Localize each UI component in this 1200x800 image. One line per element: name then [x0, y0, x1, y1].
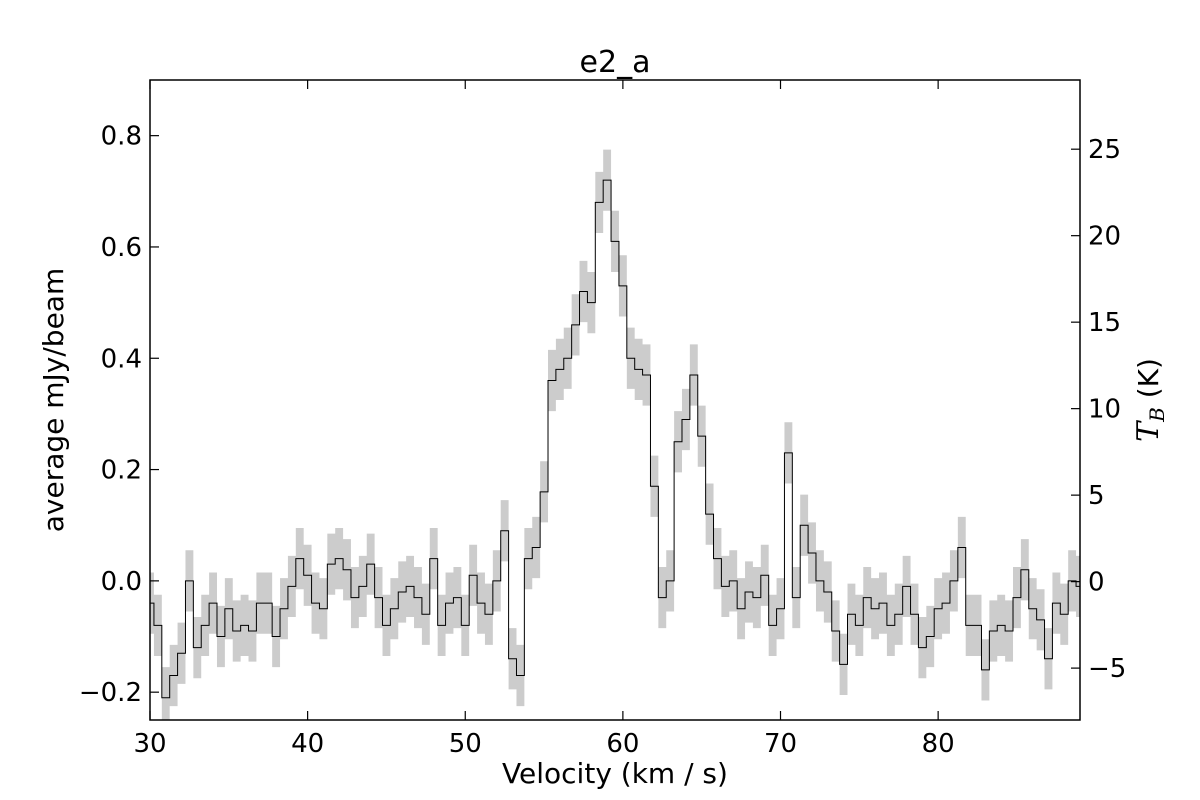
chart-title: e2_a	[580, 45, 651, 80]
y-tick-label: 0.4	[101, 344, 142, 374]
y-tick-label: 0.8	[101, 122, 142, 152]
error-band	[150, 149, 1080, 720]
plot-frame	[149, 79, 1081, 721]
y2-tick-label: 20	[1088, 222, 1121, 252]
y2-axis-label-main: T	[1131, 420, 1166, 442]
y-axis-label: average mJy/beam	[37, 268, 70, 533]
y-tick-label: −0.2	[79, 678, 142, 708]
x-tick-label: 60	[606, 729, 639, 759]
y-tick-label: 0.0	[101, 567, 142, 597]
y2-tick-label: 0	[1088, 568, 1105, 598]
error-band-layer	[150, 149, 1080, 720]
y2-tick-label: 10	[1088, 395, 1121, 425]
y2-axis-label-sub: B	[1145, 407, 1169, 423]
spectrum-line-layer	[150, 179, 1081, 699]
y2-axis-label: TB (K)	[1131, 358, 1169, 442]
y2-ticks: −5 0 5 10 15 20 25	[1071, 135, 1126, 684]
spectrum-line	[150, 179, 1081, 699]
x-tick-label: 80	[922, 729, 955, 759]
y-ticks: −0.2 0.0 0.2 0.4 0.6 0.8	[79, 122, 159, 708]
y2-axis-label-unit: (K)	[1132, 358, 1165, 407]
y2-tick-label: 25	[1088, 135, 1121, 165]
x-ticks: 30 40 50 60 70 80	[133, 80, 955, 759]
y-tick-label: 0.6	[101, 233, 142, 263]
x-tick-label: 70	[764, 729, 797, 759]
x-axis-label: Velocity (km / s)	[502, 757, 728, 790]
x-tick-label: 40	[291, 729, 324, 759]
x-tick-label: 30	[133, 729, 166, 759]
y2-tick-label: 15	[1088, 308, 1121, 338]
x-tick-label: 50	[449, 729, 482, 759]
y-tick-label: 0.2	[101, 456, 142, 486]
y2-tick-label: 5	[1088, 481, 1105, 511]
y2-tick-label: −5	[1088, 654, 1126, 684]
